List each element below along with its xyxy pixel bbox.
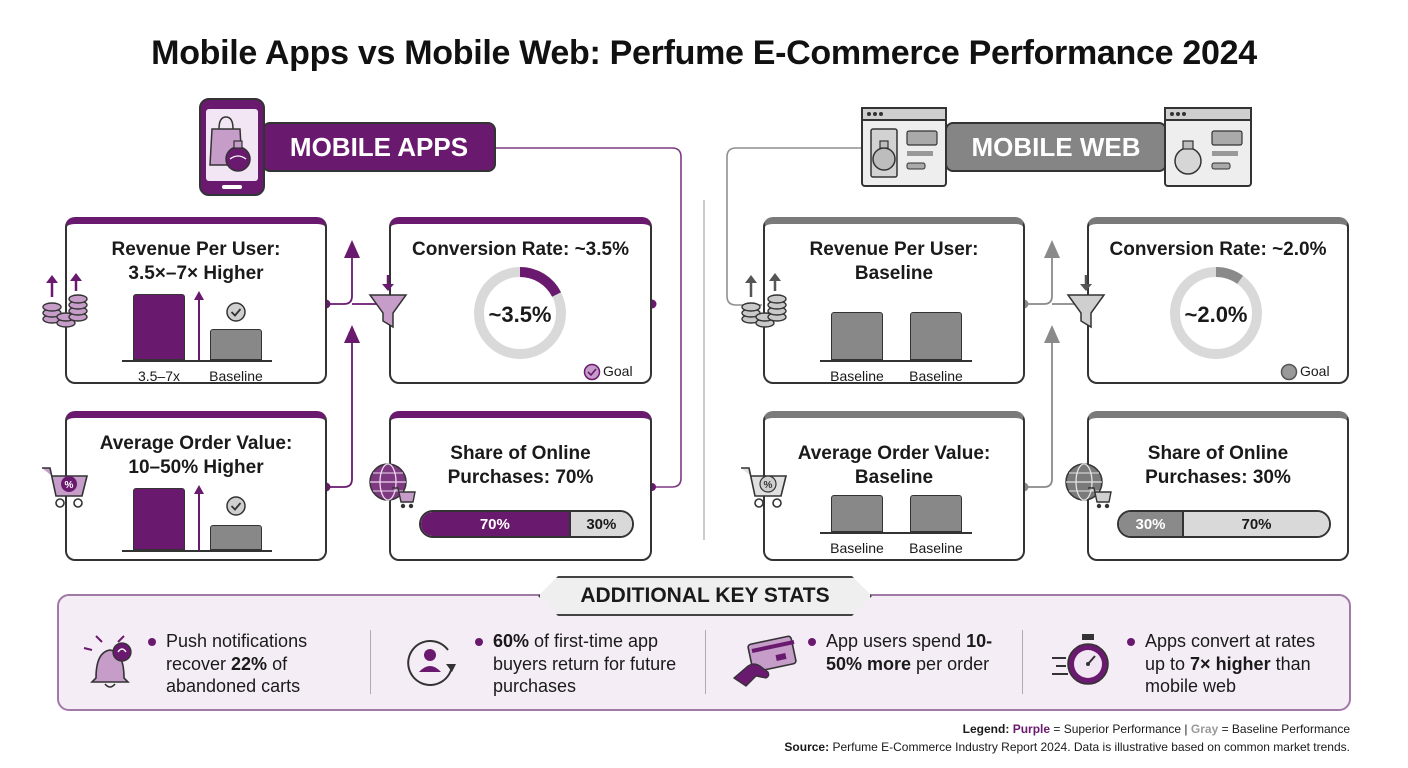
coins-growth-icon xyxy=(42,273,88,328)
web-aov-title-line1: Average Order Value: xyxy=(797,443,991,464)
key-stat-1: Push notifications recover 22% of abando… xyxy=(148,630,346,698)
funnel-icon xyxy=(1066,275,1106,329)
mobile-apps-header: MOBILE APPS xyxy=(262,122,496,172)
web-share-title-line2: Purchases: 30% xyxy=(1145,467,1291,488)
shopping-cart-percent-icon: % xyxy=(741,467,788,508)
source-note: Source: Perfume E-Commerce Industry Repo… xyxy=(784,740,1350,754)
apps-aov-card: Average Order Value: 10–50% Higher xyxy=(65,411,327,561)
apps-revenue-label-right: Baseline xyxy=(209,368,263,384)
apps-share-secondary: 30% xyxy=(568,512,632,536)
browser-perfume-icon-left xyxy=(861,107,947,187)
bar-axis xyxy=(820,360,972,362)
bar-axis xyxy=(122,550,272,552)
web-share-title-line1: Share of Online xyxy=(1147,443,1289,464)
apps-revenue-card: Revenue Per User: 3.5×–7× Higher 3.5–7x … xyxy=(65,217,327,384)
key-stat-2: 60% of first-time app buyers return for … xyxy=(475,630,693,698)
web-conversion-value: ~2.0% xyxy=(1184,302,1248,327)
key-stats-header: ADDITIONAL KEY STATS xyxy=(538,576,872,616)
web-share-primary: 30% xyxy=(1119,512,1182,536)
globe-cart-icon xyxy=(1065,463,1112,509)
key-stat-3: App users spend 10-50% more per order xyxy=(808,630,1006,675)
web-aov-label-left: Baseline xyxy=(830,540,884,556)
apps-revenue-bar xyxy=(133,294,185,360)
divider xyxy=(1022,630,1023,694)
up-arrow-icon xyxy=(194,291,204,360)
web-share-secondary: 70% xyxy=(1182,512,1329,536)
baseline-bar xyxy=(910,312,962,360)
web-goal-label: Goal xyxy=(1300,363,1330,379)
apps-revenue-label-left: 3.5–7x xyxy=(137,368,181,384)
apps-share-primary: 70% xyxy=(421,512,569,536)
funnel-icon xyxy=(368,275,408,329)
web-revenue-title-line1: Revenue Per User: xyxy=(809,239,979,260)
check-circle-icon xyxy=(583,363,601,381)
baseline-bar xyxy=(831,495,883,532)
divider xyxy=(370,630,371,694)
web-share-card: Share of Online Purchases: 30% 30% 70% xyxy=(1087,411,1349,561)
svg-text:%: % xyxy=(65,480,74,491)
globe-cart-icon xyxy=(369,463,416,509)
gauge-arc xyxy=(474,267,566,359)
web-aov-card: Average Order Value: Baseline Baseline B… xyxy=(763,411,1025,561)
web-revenue-title-line2: Baseline xyxy=(854,263,934,284)
apps-aov-title-line2: 10–50% Higher xyxy=(128,457,264,478)
web-revenue-label-left: Baseline xyxy=(830,368,884,384)
apps-conversion-gauge xyxy=(474,267,566,359)
apps-conversion-value: ~3.5% xyxy=(488,302,552,327)
phone-shopping-icon xyxy=(199,98,265,196)
check-circle-icon xyxy=(226,302,246,322)
apps-revenue-title-line2: 3.5×–7× Higher xyxy=(128,263,264,284)
coins-growth-icon xyxy=(741,273,787,328)
web-conversion-gauge xyxy=(1170,267,1262,359)
apps-share-bar: 70% 30% xyxy=(419,510,634,538)
bar-axis xyxy=(820,532,972,534)
key-stat-4: Apps convert at rates up to 7× higher th… xyxy=(1127,630,1335,698)
check-circle-icon xyxy=(226,496,246,516)
web-aov-title-line2: Baseline xyxy=(854,467,934,488)
stopwatch-icon xyxy=(1052,634,1109,685)
returning-user-icon xyxy=(407,640,456,686)
apps-goal-label: Goal xyxy=(603,363,633,379)
web-revenue-card: Revenue Per User: Baseline Baseline Base… xyxy=(763,217,1025,384)
baseline-bar xyxy=(831,312,883,360)
baseline-bar xyxy=(910,495,962,532)
up-arrow-icon xyxy=(194,485,204,550)
credit-card-hand-icon xyxy=(732,635,797,687)
web-revenue-label-right: Baseline xyxy=(909,368,963,384)
apps-conversion-title: Conversion Rate: ~3.5% xyxy=(412,239,629,260)
web-aov-label-right: Baseline xyxy=(909,540,963,556)
baseline-bar xyxy=(210,525,262,550)
apps-share-title-line2: Purchases: 70% xyxy=(447,467,594,488)
web-share-bar: 30% 70% xyxy=(1117,510,1331,538)
apps-revenue-title-line1: Revenue Per User: xyxy=(111,239,281,260)
gauge-arc xyxy=(1170,267,1262,359)
apps-aov-bar xyxy=(133,488,185,550)
legend-note: Legend: Purple = Superior Performance | … xyxy=(962,722,1350,736)
apps-aov-title-line1: Average Order Value: xyxy=(99,433,293,454)
divider xyxy=(705,630,706,694)
apps-share-title-line1: Share of Online xyxy=(450,443,591,464)
svg-text:%: % xyxy=(764,480,773,491)
shopping-cart-percent-icon: % xyxy=(42,467,89,508)
web-conversion-card: Conversion Rate: ~2.0% ~2.0% Goal xyxy=(1087,217,1349,384)
goal-circle-icon xyxy=(1280,363,1298,381)
browser-perfume-icon-right xyxy=(1164,107,1252,187)
apps-conversion-card: Conversion Rate: ~3.5% ~3.5% Goal xyxy=(389,217,652,384)
apps-share-card: Share of Online Purchases: 70% 70% 30% xyxy=(389,411,652,561)
bell-icon xyxy=(83,635,132,688)
page-title: Mobile Apps vs Mobile Web: Perfume E-Com… xyxy=(151,34,1257,72)
bar-axis xyxy=(122,360,272,362)
baseline-bar xyxy=(210,329,262,360)
mobile-web-header: MOBILE WEB xyxy=(945,122,1167,172)
web-conversion-title: Conversion Rate: ~2.0% xyxy=(1109,239,1327,260)
